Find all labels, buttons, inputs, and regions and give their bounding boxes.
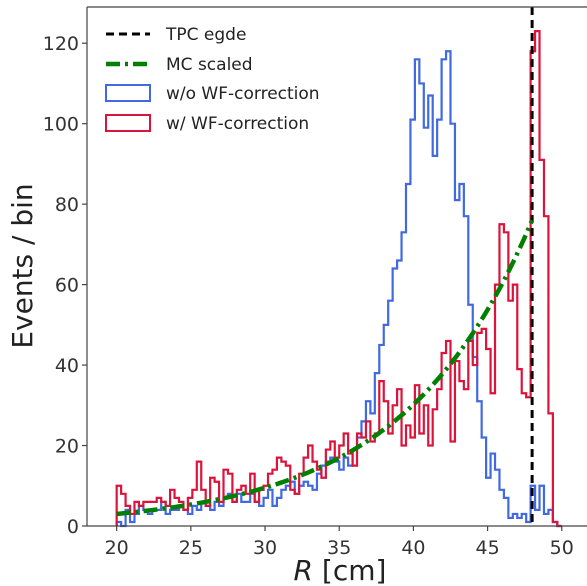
histogram-w-o-wf-correction (115, 50, 562, 528)
x-axis-title: R [cm] (294, 554, 387, 586)
y-tick-label: 60 (55, 275, 79, 297)
y-tick-label: 20 (55, 436, 79, 458)
x-tick-label: 30 (253, 537, 277, 559)
x-tick-label: 40 (401, 537, 425, 559)
axes: 20 25 30 35 40 45 50 0 20 40 60 80 100 120 (43, 6, 587, 559)
mc-scaled-curve (116, 219, 535, 517)
legend: TPC egde MC scaled w/o WF-correction w/ … (105, 25, 320, 134)
legend-label-w-wf: w/ WF-correction (166, 114, 309, 134)
legend-swatch-wo-wf (105, 84, 151, 102)
legend-swatch-w-wf (105, 114, 151, 132)
histogram-w-wf-correction (115, 30, 562, 528)
x-tick-label: 35 (327, 537, 351, 559)
legend-label-mc-scaled: MC scaled (166, 55, 253, 75)
y-tick-label: 100 (43, 114, 79, 136)
x-tick-label: 25 (179, 537, 203, 559)
y-tick-label: 40 (55, 355, 79, 377)
x-axis-title-symbol: R (294, 554, 313, 586)
legend-label-wo-wf: w/o WF-correction (166, 84, 320, 104)
x-axis-title-unit: [cm] (322, 554, 387, 586)
x-tick-label: 20 (105, 537, 129, 559)
legend-label-tpc-edge: TPC egde (165, 25, 246, 45)
y-axis-title: Events / bin (6, 183, 39, 348)
plot-area (115, 7, 562, 528)
x-tick-label: 50 (550, 537, 574, 559)
y-tick-label: 80 (55, 194, 79, 216)
y-tick-label: 0 (67, 516, 79, 538)
x-tick-label: 45 (475, 537, 499, 559)
y-tick-label: 120 (43, 33, 79, 55)
